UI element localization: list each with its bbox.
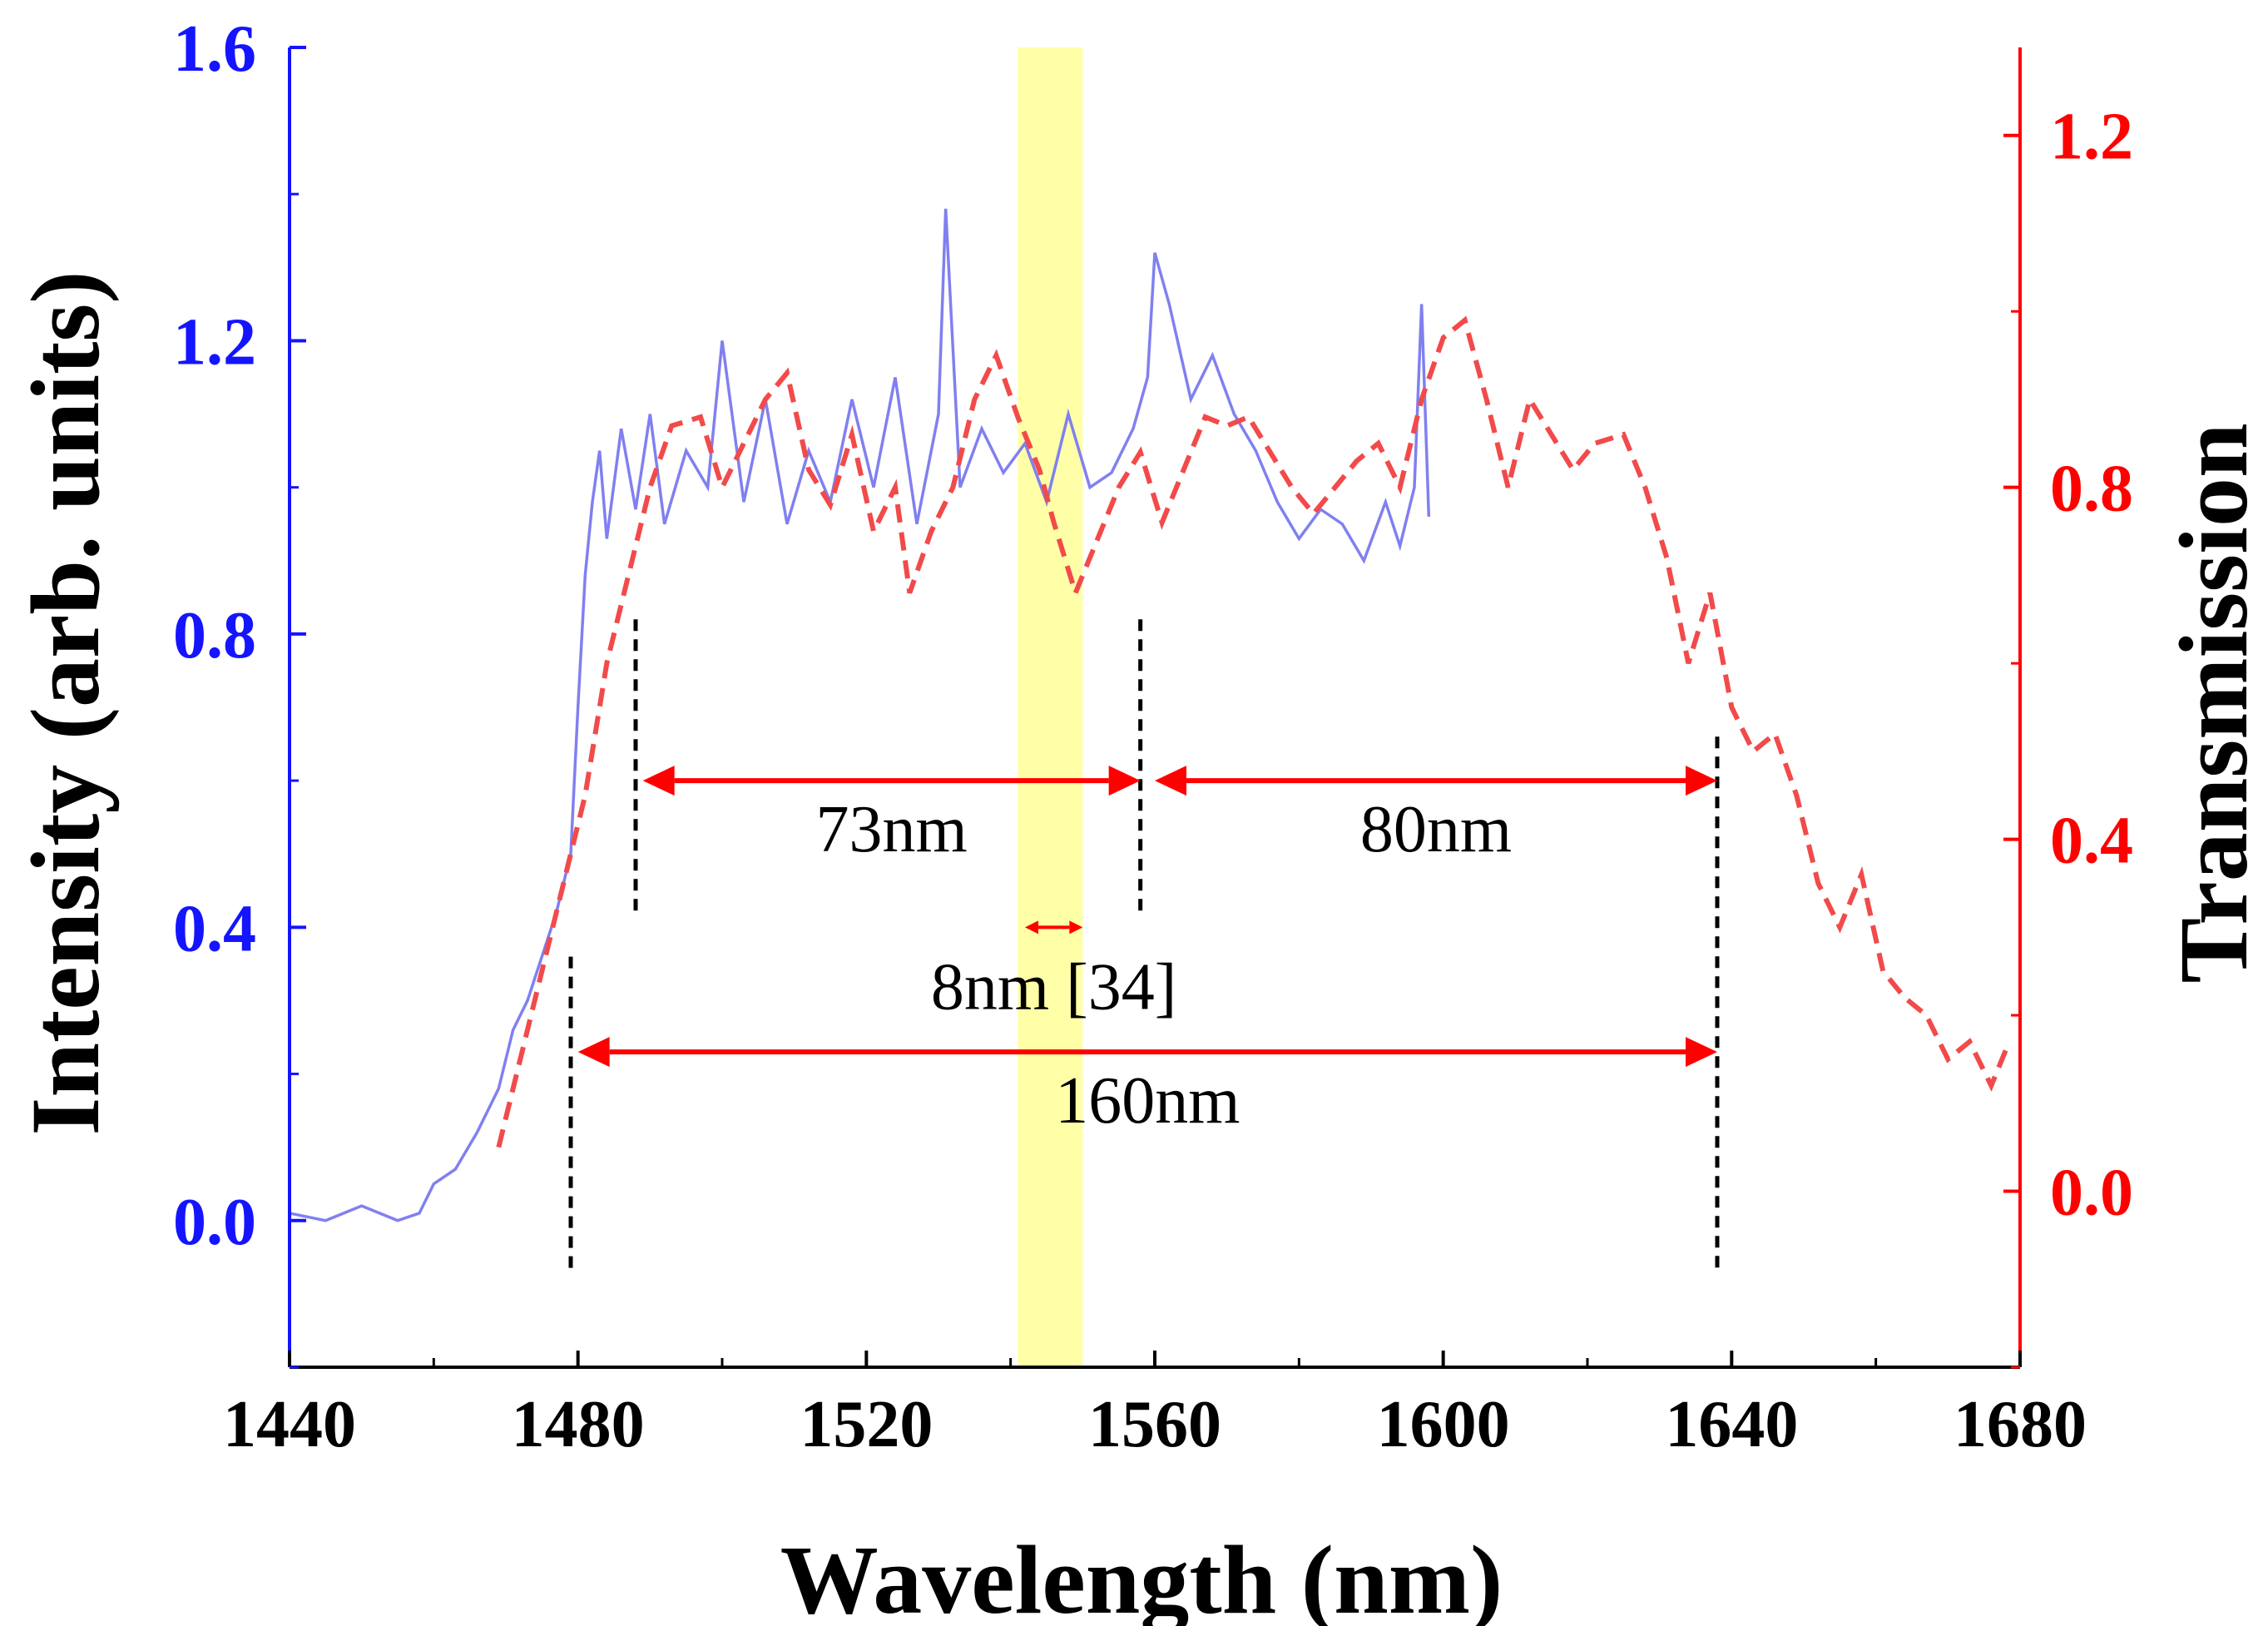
x-tick-label: 1680 bbox=[1954, 1388, 2087, 1461]
transmission-series-line bbox=[496, 315, 2008, 1148]
range-73nm-arrow-head-left bbox=[642, 766, 675, 796]
x-axis-ticks: 1440 1480 1520 1560 1600 1640 1680 bbox=[223, 1351, 2087, 1461]
range-8nm-label: 8nm [34] bbox=[931, 950, 1177, 1024]
x-tick-label: 1480 bbox=[512, 1388, 645, 1461]
right-axis-ticks: 0.0 0.4 0.8 1.2 bbox=[2003, 101, 2133, 1369]
x-tick-label: 1440 bbox=[223, 1388, 356, 1461]
right-tick-label: 0.0 bbox=[2050, 1157, 2133, 1230]
range-arrows: 73nm 80nm 8nm [34] 160nm bbox=[577, 766, 1717, 1138]
range-8nm-arrow-head-right bbox=[1069, 920, 1083, 934]
left-tick-label: 0.0 bbox=[173, 1186, 256, 1259]
x-axis-title: Wavelength (nm) bbox=[780, 1525, 1503, 1626]
range-80nm-arrow-head-left bbox=[1155, 766, 1186, 796]
left-tick-label: 0.4 bbox=[173, 892, 256, 965]
range-160nm-arrow-head-left bbox=[577, 1037, 610, 1068]
range-160nm-arrow-head-right bbox=[1686, 1037, 1717, 1068]
range-8nm-arrow-head-left bbox=[1025, 920, 1038, 934]
range-73nm-arrow-head-right bbox=[1108, 766, 1141, 796]
right-tick-label: 0.4 bbox=[2050, 805, 2133, 878]
marker-lines bbox=[568, 619, 1720, 1272]
left-tick-label: 1.6 bbox=[173, 12, 256, 86]
right-tick-label: 1.2 bbox=[2050, 101, 2133, 174]
left-tick-label: 0.8 bbox=[173, 599, 256, 672]
x-tick-label: 1520 bbox=[800, 1388, 933, 1461]
highlight-band bbox=[1018, 47, 1083, 1367]
x-tick-label: 1560 bbox=[1088, 1388, 1221, 1461]
range-73nm-label: 73nm bbox=[816, 793, 968, 866]
x-tick-label: 1640 bbox=[1665, 1388, 1798, 1461]
left-axis-title: Intensity (arb. units) bbox=[11, 270, 120, 1135]
range-80nm-arrow-head-right bbox=[1686, 766, 1717, 796]
x-tick-label: 1600 bbox=[1377, 1388, 1510, 1461]
left-tick-label: 1.2 bbox=[173, 305, 256, 379]
intensity-series-line bbox=[289, 208, 1431, 1222]
right-tick-label: 0.8 bbox=[2050, 453, 2133, 526]
range-160nm-label: 160nm bbox=[1055, 1064, 1240, 1138]
left-axis-ticks: 0.0 0.4 0.8 1.2 1.6 bbox=[173, 12, 306, 1369]
right-axis-title: Transmission bbox=[2159, 423, 2268, 983]
range-80nm-label: 80nm bbox=[1360, 793, 1512, 866]
